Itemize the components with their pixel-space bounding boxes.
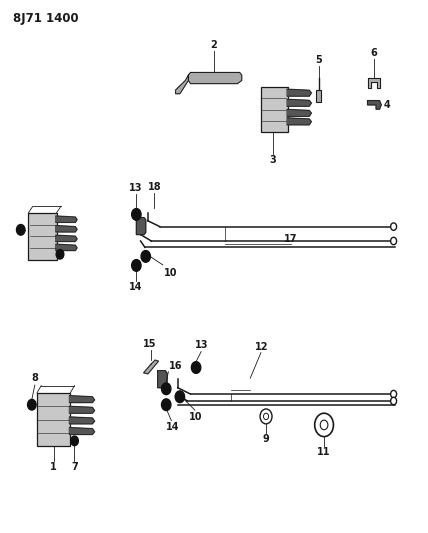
Polygon shape — [287, 99, 312, 106]
Circle shape — [141, 251, 150, 262]
Text: 15: 15 — [143, 340, 157, 350]
Circle shape — [27, 399, 36, 410]
Text: 8: 8 — [31, 374, 38, 383]
Polygon shape — [56, 235, 77, 241]
Polygon shape — [368, 101, 381, 109]
Polygon shape — [287, 118, 312, 125]
FancyBboxPatch shape — [316, 90, 321, 102]
Circle shape — [175, 391, 184, 402]
Circle shape — [391, 223, 397, 230]
Text: 17: 17 — [284, 233, 297, 244]
Polygon shape — [69, 427, 95, 434]
Polygon shape — [287, 109, 312, 116]
FancyBboxPatch shape — [261, 87, 288, 132]
Polygon shape — [56, 244, 77, 251]
Circle shape — [315, 413, 333, 437]
Polygon shape — [287, 89, 312, 96]
Text: 2: 2 — [211, 40, 217, 50]
Text: 14: 14 — [129, 282, 142, 293]
Circle shape — [391, 237, 397, 245]
Circle shape — [132, 208, 141, 220]
Circle shape — [391, 397, 397, 405]
Circle shape — [320, 420, 328, 430]
FancyBboxPatch shape — [28, 213, 56, 260]
Text: 5: 5 — [315, 55, 322, 65]
Text: 18: 18 — [148, 182, 161, 192]
Polygon shape — [188, 72, 242, 84]
Text: 1: 1 — [50, 462, 57, 472]
Text: 8J71 1400: 8J71 1400 — [14, 12, 79, 26]
Polygon shape — [137, 217, 146, 235]
Polygon shape — [69, 395, 95, 402]
Circle shape — [391, 390, 397, 398]
Polygon shape — [69, 406, 95, 413]
Polygon shape — [56, 225, 77, 232]
Polygon shape — [56, 216, 77, 222]
Circle shape — [161, 383, 171, 394]
Circle shape — [17, 224, 25, 235]
Text: 6: 6 — [371, 47, 377, 58]
Circle shape — [71, 436, 78, 446]
Polygon shape — [368, 78, 380, 88]
Circle shape — [264, 413, 269, 419]
Circle shape — [260, 409, 272, 424]
Polygon shape — [144, 360, 158, 374]
Text: 7: 7 — [71, 462, 78, 472]
Circle shape — [56, 249, 64, 259]
Circle shape — [132, 260, 141, 271]
Polygon shape — [69, 417, 95, 424]
Circle shape — [191, 362, 201, 373]
Text: 16: 16 — [169, 361, 183, 370]
Text: 13: 13 — [195, 341, 209, 351]
FancyBboxPatch shape — [37, 393, 70, 446]
Text: 4: 4 — [384, 100, 390, 110]
Text: 14: 14 — [166, 422, 179, 432]
Polygon shape — [175, 75, 188, 94]
Polygon shape — [158, 370, 167, 387]
Text: 10: 10 — [189, 412, 203, 422]
Text: 10: 10 — [163, 268, 177, 278]
Text: 11: 11 — [317, 447, 331, 457]
Text: 3: 3 — [270, 155, 276, 165]
Text: 9: 9 — [263, 434, 269, 445]
Text: 13: 13 — [129, 183, 142, 193]
Circle shape — [161, 399, 171, 410]
Text: 12: 12 — [255, 342, 268, 352]
